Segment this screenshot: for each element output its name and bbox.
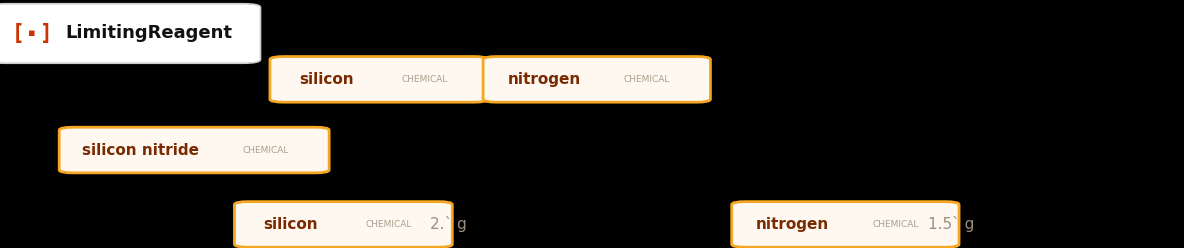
Text: CHEMICAL: CHEMICAL: [243, 146, 289, 155]
Text: nitrogen: nitrogen: [755, 217, 829, 232]
Text: ]: ]: [40, 24, 52, 43]
FancyBboxPatch shape: [270, 57, 488, 102]
Text: 1.5` g: 1.5` g: [928, 217, 974, 232]
Text: CHEMICAL: CHEMICAL: [366, 220, 412, 229]
Text: CHEMICAL: CHEMICAL: [624, 75, 670, 84]
FancyBboxPatch shape: [234, 202, 452, 247]
FancyBboxPatch shape: [0, 4, 260, 63]
Text: nitrogen: nitrogen: [507, 72, 580, 87]
Text: ▪: ▪: [28, 29, 36, 38]
Text: LimitingReagent: LimitingReagent: [65, 25, 233, 42]
Text: CHEMICAL: CHEMICAL: [873, 220, 919, 229]
FancyBboxPatch shape: [732, 202, 959, 247]
Text: silicon: silicon: [298, 72, 354, 87]
Text: silicon nitride: silicon nitride: [82, 143, 199, 157]
Text: CHEMICAL: CHEMICAL: [401, 75, 448, 84]
FancyBboxPatch shape: [483, 57, 710, 102]
Text: silicon: silicon: [263, 217, 318, 232]
Text: [: [: [12, 24, 24, 43]
FancyBboxPatch shape: [59, 127, 329, 173]
Text: 2.` g: 2.` g: [430, 217, 466, 232]
